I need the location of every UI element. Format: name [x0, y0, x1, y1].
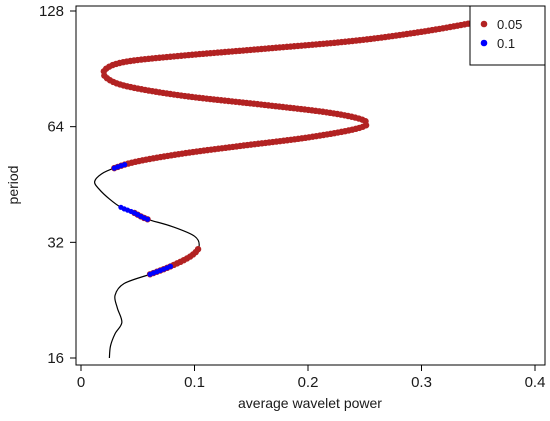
y-tick-label: 128 [39, 3, 64, 20]
x-tick-label: 0.3 [411, 374, 432, 391]
x-tick-label: 0.2 [298, 374, 319, 391]
y-tick-label: 64 [47, 119, 64, 136]
x-axis-title: average wavelet power [238, 395, 382, 411]
x-tick-label: 0.4 [525, 374, 546, 391]
y-tick-label: 16 [47, 350, 64, 367]
y-axis-title: period [5, 166, 21, 205]
legend: 0.05 0.1 [469, 5, 546, 66]
power-curve [94, 11, 524, 359]
y-tick-label: 32 [47, 234, 64, 251]
sig-0.1-point [118, 204, 124, 210]
legend-marker [480, 20, 488, 28]
axes: 0 0.1 0.2 0.3 0.4 16 32 64 128 [39, 3, 546, 391]
legend-label: 0.1 [497, 36, 515, 51]
x-tick-label: 0.1 [184, 374, 205, 391]
sig-0.05-point [194, 245, 202, 253]
legend-box [469, 5, 546, 66]
x-tick-label: 0 [77, 374, 85, 391]
plot-frame [75, 5, 546, 366]
legend-label: 0.05 [497, 17, 522, 32]
sig-0.1-point [122, 162, 128, 168]
plot-area [94, 9, 526, 359]
legend-marker [480, 39, 488, 47]
sig-0.1-point [167, 263, 174, 269]
